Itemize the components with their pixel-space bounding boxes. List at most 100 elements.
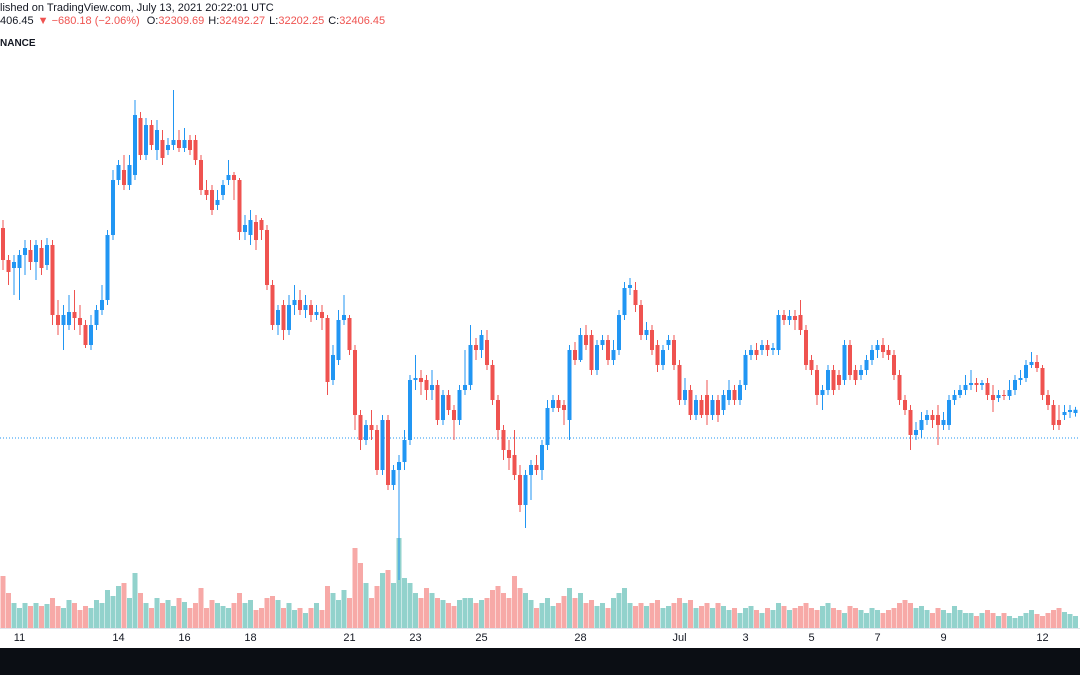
candle-body <box>501 430 506 450</box>
volume-bar <box>1067 614 1073 628</box>
candle-body <box>848 345 852 375</box>
volume-bar <box>655 600 660 628</box>
candle-body <box>870 350 874 360</box>
volume-bar <box>572 598 578 628</box>
candle-body <box>292 300 297 305</box>
volume-bar <box>996 616 1001 628</box>
price-change: ▼ −680.18 (−2.06%) <box>37 15 140 27</box>
candle-body <box>573 350 577 360</box>
candle-body <box>177 140 181 148</box>
candle-body <box>611 350 616 360</box>
candle-body <box>155 130 159 150</box>
candle-body <box>17 255 22 268</box>
candle-body <box>457 390 462 420</box>
volume-bar <box>248 600 253 628</box>
candle-body <box>287 305 291 330</box>
candle-body <box>485 340 489 365</box>
candle-body <box>111 180 115 235</box>
candle-body <box>584 335 588 345</box>
volume-bar <box>182 602 187 628</box>
volume-bar <box>484 598 490 628</box>
volume-bar <box>457 600 462 628</box>
candle-body <box>193 140 198 160</box>
candle-body <box>666 340 671 345</box>
candle-body <box>556 400 561 408</box>
volume-bar <box>418 598 424 628</box>
volume-bar <box>198 588 204 628</box>
candle-body <box>215 200 220 205</box>
candle-body <box>127 165 132 185</box>
volume-bar <box>292 610 297 628</box>
candle-body <box>930 415 935 420</box>
volume-bar <box>33 603 39 628</box>
candle-body <box>452 410 456 420</box>
volume-bar <box>693 608 699 628</box>
volume-bar <box>748 606 754 628</box>
volume-bar <box>259 608 264 628</box>
volume-bar <box>897 603 902 628</box>
volume-bar <box>94 600 99 628</box>
volume-bar <box>127 598 132 628</box>
candle-body <box>958 390 962 395</box>
volume-bar <box>710 608 715 628</box>
volume-bar <box>776 603 781 628</box>
candle-body <box>496 400 500 430</box>
candle-body <box>837 375 841 385</box>
volume-bar <box>385 570 391 628</box>
volume-bar <box>561 596 567 628</box>
volume-bar <box>495 586 501 628</box>
volume-bar <box>836 610 842 628</box>
candle-body <box>320 312 324 318</box>
volume-bar <box>1051 610 1056 628</box>
volume-bar <box>550 606 556 628</box>
candle-body <box>727 390 731 400</box>
candle-body <box>166 145 170 150</box>
volume-bar <box>132 573 138 628</box>
volume-bar <box>88 608 94 628</box>
volume-bar <box>611 598 616 628</box>
candle-body <box>1057 420 1061 425</box>
candle-body <box>122 170 126 185</box>
ohlc-label: L: <box>269 15 279 27</box>
candle-body <box>523 475 528 505</box>
volume-bar <box>842 613 847 628</box>
volume-bar <box>781 606 787 628</box>
volume-bar <box>380 573 385 628</box>
candle-body <box>314 312 319 315</box>
candle-body <box>875 345 880 350</box>
volume-bar <box>820 606 825 628</box>
volume-bar <box>451 606 457 628</box>
volume-bar <box>352 548 358 628</box>
candle-body <box>606 340 610 360</box>
x-tick-label: 7 <box>874 632 880 644</box>
candle-body <box>743 355 748 385</box>
volume-bar <box>688 600 693 628</box>
candle-body <box>309 305 313 315</box>
volume-bar <box>220 606 226 628</box>
volume-bar <box>468 598 473 628</box>
exchange: NANCE <box>0 38 36 49</box>
volume-bar <box>528 600 534 628</box>
volume-bar <box>517 588 523 628</box>
x-tick-label: 5 <box>808 632 814 644</box>
volume-bar <box>737 613 743 628</box>
volume-bar <box>583 603 589 628</box>
volume-bar <box>567 588 572 628</box>
candle-body <box>182 140 187 148</box>
candle-body <box>721 395 726 410</box>
candle-body <box>1068 410 1072 412</box>
candle-body <box>424 380 429 390</box>
volume-bar <box>11 603 17 628</box>
candle-body <box>793 316 797 320</box>
volume-bar <box>787 610 792 628</box>
volume-bar <box>605 608 611 628</box>
volume-bar <box>286 603 292 628</box>
candle-body <box>435 385 440 420</box>
ohlc-value: 32492.27 <box>219 15 266 27</box>
volume-bar <box>116 586 121 628</box>
candle-body <box>160 140 165 158</box>
volume-bar <box>66 600 72 628</box>
candle-body <box>864 360 869 370</box>
volume-bar <box>1045 613 1051 628</box>
volume-bar <box>99 603 105 628</box>
